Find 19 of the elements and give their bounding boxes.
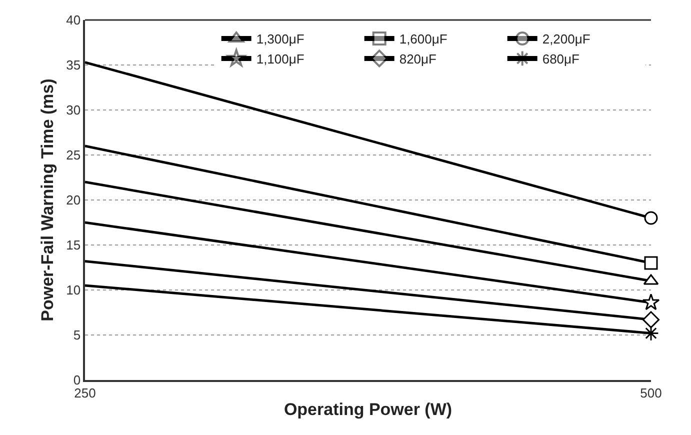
legend-label: 2,200μF xyxy=(542,32,590,47)
legend-label: 680μF xyxy=(542,52,580,67)
x-tick-label: 250 xyxy=(74,385,96,400)
y-tick-label: 30 xyxy=(66,102,81,118)
legend-label: 1,600μF xyxy=(399,32,448,47)
y-tick-label: 25 xyxy=(66,148,81,163)
y-tick-label: 10 xyxy=(66,282,81,298)
x-axis-title: Operating Power (W) xyxy=(284,400,452,420)
y-axis-title: Power-Fail Warning Time (ms) xyxy=(38,78,58,322)
y-tick-label: 40 xyxy=(66,12,81,28)
y-tick-label: 0 xyxy=(73,372,81,388)
y-tick-label: 35 xyxy=(66,58,81,73)
y-tick-label: 5 xyxy=(73,328,81,343)
legend-label: 820μF xyxy=(399,52,437,67)
x-tick-label: 500 xyxy=(640,385,662,400)
y-tick-label: 15 xyxy=(66,238,81,253)
legend-label: 1,100μF xyxy=(256,52,304,67)
y-tick-label: 20 xyxy=(66,192,81,208)
legend-label: 1,300μF xyxy=(256,32,304,47)
